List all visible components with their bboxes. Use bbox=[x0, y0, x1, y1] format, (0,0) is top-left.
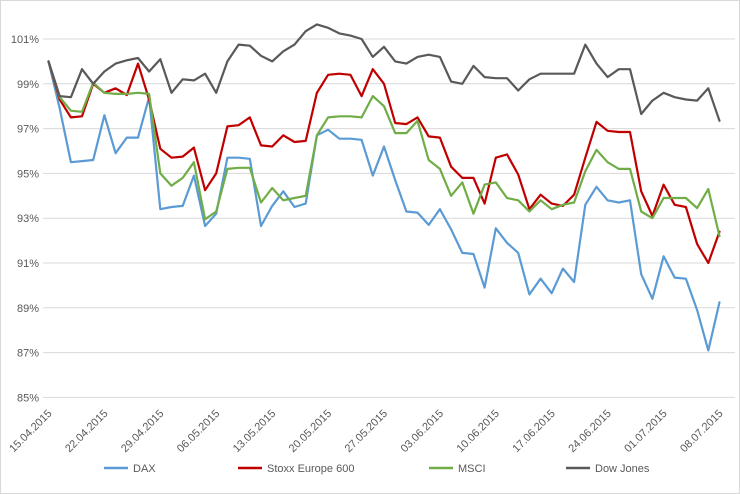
y-axis-label: 99% bbox=[17, 79, 39, 91]
legend-label: Dow Jones bbox=[595, 463, 650, 475]
y-axis-label: 95% bbox=[17, 168, 39, 180]
y-axis-label: 101% bbox=[11, 34, 39, 46]
legend-item-msci: MSCI bbox=[429, 463, 486, 475]
x-axis-label: 03.06.2015 bbox=[399, 408, 446, 455]
y-axis-label: 91% bbox=[17, 258, 39, 270]
x-axis-label: 20.05.2015 bbox=[287, 408, 334, 455]
legend-item-dow-jones: Dow Jones bbox=[566, 463, 650, 475]
x-axis-label: 17.06.2015 bbox=[510, 408, 557, 455]
y-axis-label: 93% bbox=[17, 213, 39, 225]
x-axis-label: 10.06.2015 bbox=[455, 408, 502, 455]
y-axis-label: 85% bbox=[17, 392, 39, 404]
legend-label: DAX bbox=[133, 463, 156, 475]
x-axis-label: 08.07.2015 bbox=[678, 408, 725, 455]
y-axis-label: 87% bbox=[17, 348, 39, 360]
series-line-dax bbox=[47, 60, 721, 352]
series-line-stoxx-europe-600 bbox=[47, 60, 721, 265]
y-axis-label: 89% bbox=[17, 303, 39, 315]
legend-item-dax: DAX bbox=[104, 463, 156, 475]
legend-label: MSCI bbox=[458, 463, 486, 475]
series-line-msci bbox=[47, 60, 721, 238]
legend-item-stoxx-europe-600: Stoxx Europe 600 bbox=[238, 463, 354, 475]
x-axis-label: 01.07.2015 bbox=[622, 408, 669, 455]
legend-label: Stoxx Europe 600 bbox=[267, 463, 354, 475]
x-axis-label: 27.05.2015 bbox=[343, 408, 390, 455]
x-axis-label: 06.05.2015 bbox=[175, 408, 222, 455]
y-axis-label: 97% bbox=[17, 124, 39, 136]
gridlines bbox=[43, 38, 735, 398]
x-axis-label: 22.04.2015 bbox=[63, 408, 110, 455]
y-axis: 101% 99% 97% 95% 93% 91% 89% 87% 85% bbox=[11, 34, 39, 404]
x-axis-label: 15.04.2015 bbox=[7, 408, 54, 455]
x-axis-label: 29.04.2015 bbox=[119, 408, 166, 455]
legend: DAX Stoxx Europe 600 MSCI Dow Jones bbox=[104, 463, 650, 475]
series-line-dow-jones bbox=[47, 23, 721, 122]
x-axis-label: 13.05.2015 bbox=[231, 408, 278, 455]
x-axis-label: 24.06.2015 bbox=[566, 408, 613, 455]
x-axis: 15.04.2015 22.04.2015 29.04.2015 06.05.2015… bbox=[7, 408, 725, 455]
